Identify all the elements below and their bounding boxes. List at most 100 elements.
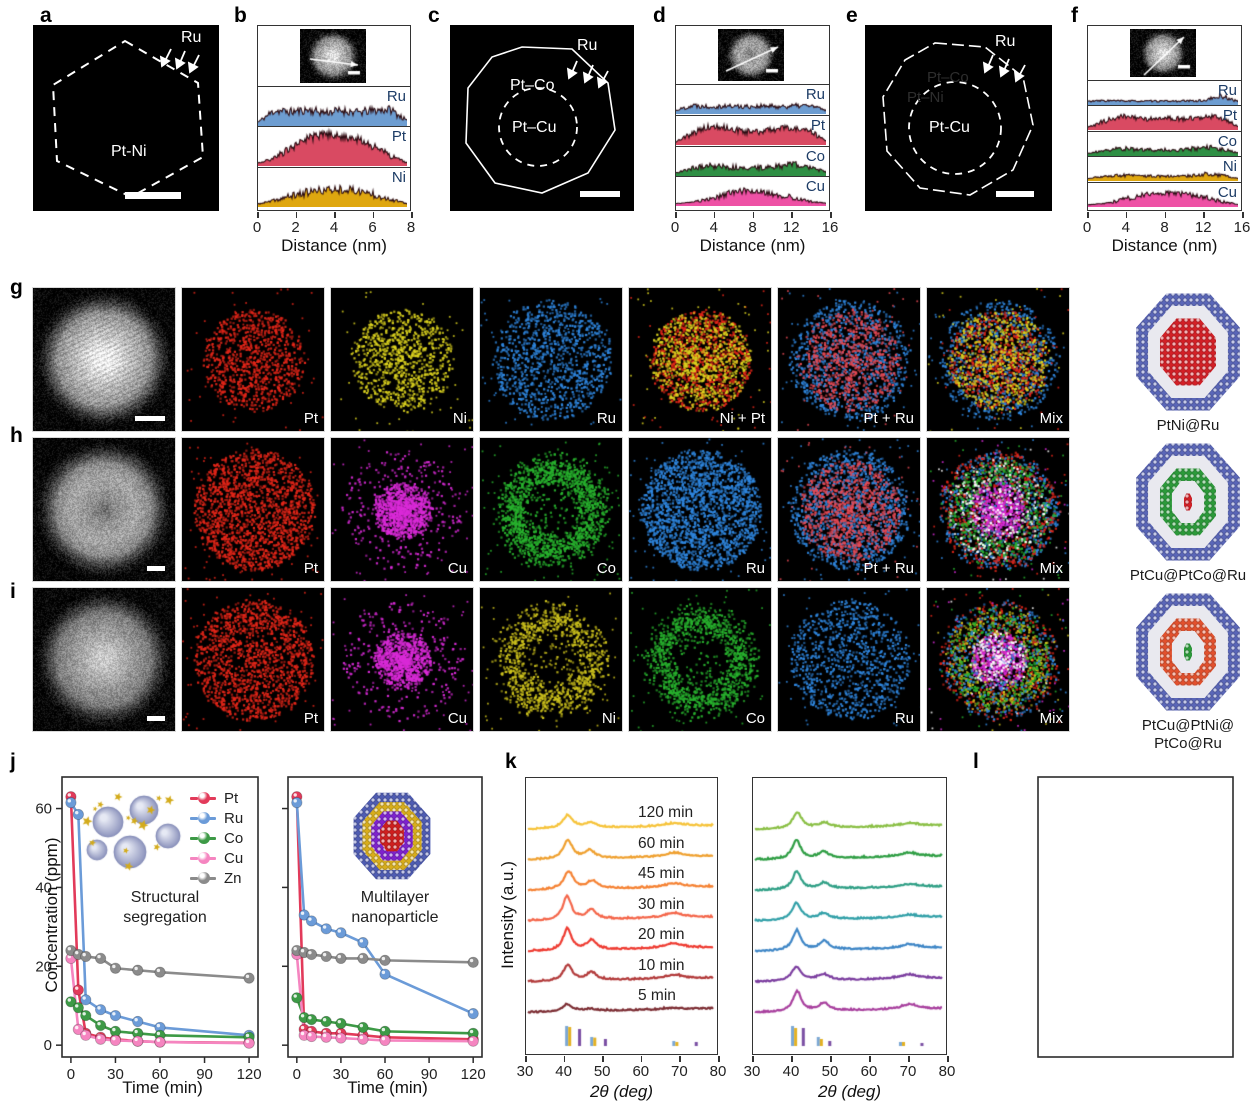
legend-marker bbox=[190, 811, 216, 824]
eds-map-Ni: Ni bbox=[479, 587, 623, 732]
profile-strip: Pt bbox=[676, 114, 829, 146]
legend-label: Ru bbox=[224, 809, 244, 827]
legend-item: Zn bbox=[190, 868, 243, 888]
map-label: Ni + Pt bbox=[719, 410, 765, 427]
eds-map-Pt + Ru: Pt + Ru bbox=[777, 437, 921, 582]
xrd-canvas-right bbox=[753, 778, 945, 1053]
legend-item: Co bbox=[190, 828, 243, 848]
x-tick-label: 0 bbox=[1082, 219, 1092, 236]
inset-stem-image bbox=[299, 29, 366, 83]
stem-map-cell bbox=[32, 587, 176, 732]
time-label: 30 min bbox=[638, 895, 685, 913]
panel-letter-a: a bbox=[40, 4, 52, 27]
element-label: Ni bbox=[391, 168, 406, 186]
eds-map-Mix: Mix bbox=[926, 287, 1070, 432]
x-tick-label: 2 bbox=[291, 219, 300, 236]
inset-area bbox=[676, 26, 829, 84]
x-tick-label: 80 bbox=[938, 1063, 956, 1080]
xrd-panel-right bbox=[752, 777, 947, 1055]
x-tick-label: 12 bbox=[782, 219, 800, 236]
panel-letter-f: f bbox=[1071, 4, 1078, 27]
x-tick-label: 80 bbox=[709, 1063, 727, 1080]
time-label: 10 min bbox=[638, 956, 685, 974]
x-tick-mark bbox=[372, 212, 374, 218]
eds-row-i: Pt Cu Ni Co Ru Mix PtCu@PtNi@ PtCo@Ru bbox=[0, 587, 1258, 752]
panel-letter-c: c bbox=[428, 4, 440, 27]
x-axis-label-k-left: 2θ (deg) bbox=[589, 1082, 654, 1101]
profile-canvas-Ru bbox=[676, 85, 826, 114]
x-tick-mark bbox=[718, 1056, 720, 1062]
map-label: Ru bbox=[745, 560, 765, 577]
x-axis-label-f: Distance (nm) bbox=[1111, 236, 1218, 255]
svg-text:30: 30 bbox=[107, 1066, 124, 1083]
mid-region-label: Pt–Ni bbox=[907, 89, 944, 106]
svg-text:60: 60 bbox=[377, 1066, 394, 1083]
x-tick-mark bbox=[640, 1056, 643, 1062]
eds-row-h: Pt Cu Co Ru Pt + Ru Mix PtCu@PtCo@Ru bbox=[0, 437, 1258, 584]
element-label: Ru bbox=[386, 88, 406, 105]
eds-map-canvas bbox=[480, 438, 622, 581]
core-region-label: Pt-Ni bbox=[111, 143, 147, 160]
svg-text:120: 120 bbox=[461, 1066, 486, 1083]
panel-letter-i: i bbox=[10, 580, 16, 603]
chart-title-segregation: Structural segregation bbox=[123, 889, 207, 926]
scale-bar bbox=[135, 416, 165, 421]
map-label: Ru bbox=[894, 710, 914, 727]
panel-letter-j: j bbox=[10, 750, 16, 773]
x-tick-mark bbox=[1125, 212, 1128, 218]
x-tick-mark bbox=[908, 1056, 910, 1062]
legend-marker bbox=[190, 871, 216, 884]
time-label: 45 min bbox=[638, 865, 685, 882]
panel-letter-k: k bbox=[505, 750, 517, 773]
x-axis-label-b: Distance (nm) bbox=[281, 236, 387, 255]
svg-text:30: 30 bbox=[333, 1066, 350, 1083]
profile-strip: Ru bbox=[258, 86, 410, 126]
map-label: Co bbox=[745, 710, 765, 727]
ru-surface-label: Ru bbox=[181, 29, 202, 46]
shell-region-label: Pt–Co bbox=[510, 77, 555, 94]
eds-map-Co: Co bbox=[479, 437, 623, 582]
svg-text:40: 40 bbox=[35, 879, 52, 896]
x-axis-label-d: Distance (nm) bbox=[699, 236, 806, 255]
profile-canvas-Ni bbox=[258, 167, 407, 207]
x-tick-label: 4 bbox=[709, 219, 718, 236]
profile-canvas-Co bbox=[1088, 131, 1238, 156]
svg-text:20: 20 bbox=[35, 958, 52, 975]
time-label: 60 min bbox=[638, 834, 685, 852]
x-tick-label: 8 bbox=[406, 219, 416, 236]
x-tick-mark bbox=[602, 1056, 604, 1062]
x-tick-label: 50 bbox=[593, 1063, 611, 1080]
x-tick-label: 70 bbox=[899, 1063, 917, 1080]
eds-map-canvas bbox=[182, 438, 324, 581]
x-axis-label-j-right: Time (min) bbox=[347, 1078, 428, 1097]
ru-surface-label: Ru bbox=[577, 37, 598, 54]
map-label: Co bbox=[596, 560, 616, 577]
model-label: PtCu@PtNi@ bbox=[1141, 717, 1235, 734]
stem-map-canvas bbox=[33, 588, 175, 731]
inset-area bbox=[1088, 26, 1241, 80]
eds-map-canvas bbox=[629, 288, 771, 431]
element-label: Co bbox=[1217, 132, 1237, 150]
profile-strip: Ru bbox=[676, 84, 829, 115]
svg-text:0: 0 bbox=[67, 1066, 75, 1083]
x-tick-label: 40 bbox=[555, 1063, 572, 1080]
eds-map-Mix: Mix bbox=[926, 587, 1070, 732]
line-profile-panel-b: Ru Pt Ni bbox=[257, 25, 411, 211]
panel-letter-g: g bbox=[10, 276, 23, 299]
x-tick-label: 40 bbox=[782, 1063, 800, 1080]
eds-map-canvas bbox=[778, 588, 920, 731]
x-tick-label: 4 bbox=[329, 219, 339, 236]
eds-map-canvas bbox=[778, 288, 920, 431]
inset-stem-image bbox=[718, 29, 784, 81]
eds-map-Pt: Pt bbox=[181, 587, 325, 732]
chart-title-multilayer: Multilayer nanoparticle bbox=[351, 889, 439, 926]
model-label: PtCo@Ru bbox=[1154, 735, 1222, 752]
x-tick-label: 30 bbox=[516, 1063, 534, 1080]
scale-bar bbox=[580, 191, 620, 197]
nanoparticle-cluster-inset bbox=[82, 790, 187, 882]
x-tick-label: 8 bbox=[1160, 219, 1169, 236]
legend-label: Pt bbox=[224, 789, 239, 807]
